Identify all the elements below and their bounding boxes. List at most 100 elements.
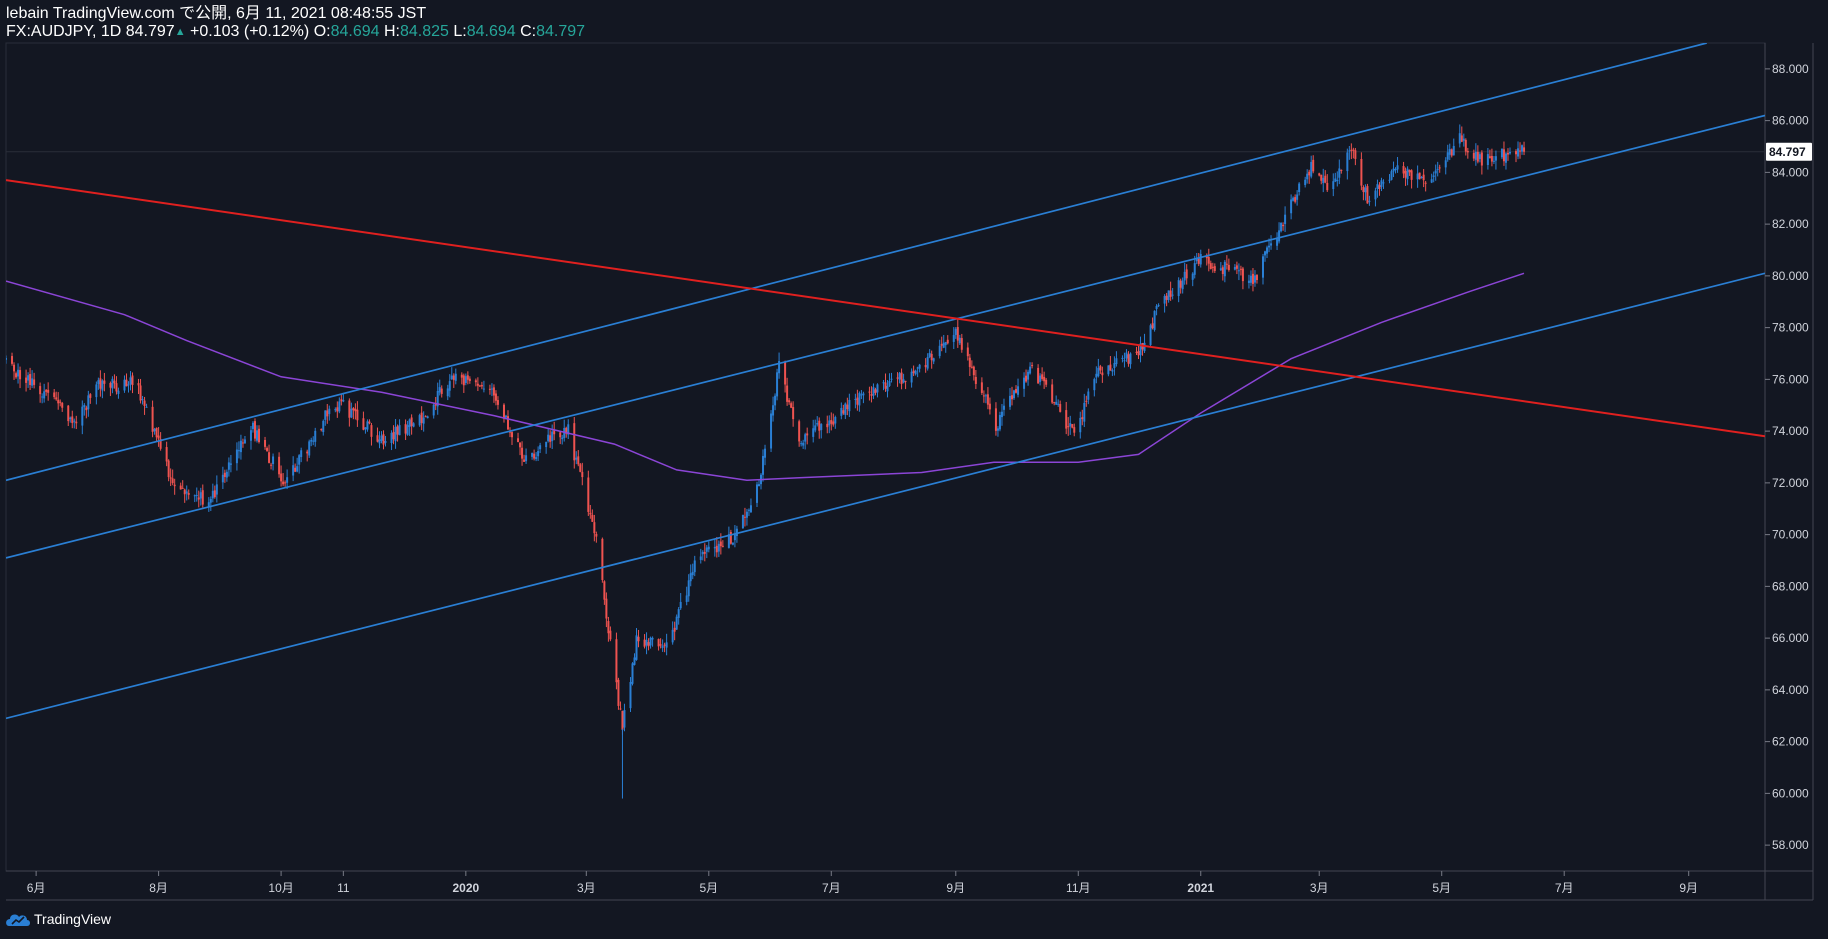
price-tick-label: 60.000 — [1772, 786, 1809, 800]
candle-body — [1249, 275, 1252, 283]
candle-body — [812, 428, 815, 437]
footer-brand: TradingView — [34, 911, 112, 927]
candle-body — [1227, 264, 1230, 270]
close-value: 84.797 — [536, 23, 586, 40]
candle-body — [1139, 343, 1142, 356]
candle-body — [595, 533, 598, 537]
candle-body — [900, 372, 903, 385]
candle-body — [988, 403, 991, 410]
candle-body — [384, 441, 387, 443]
candle-body — [1458, 133, 1461, 144]
candle-body — [159, 439, 162, 449]
candle-body — [83, 405, 86, 408]
candle-body — [1280, 222, 1283, 232]
candle-body — [103, 380, 106, 384]
candle-body — [350, 408, 353, 418]
candle-body — [1324, 175, 1327, 183]
candle-body — [854, 398, 857, 400]
candle-body — [1247, 280, 1250, 283]
candle-body — [1069, 423, 1072, 427]
candle-body — [930, 353, 933, 361]
candle-body — [434, 403, 437, 406]
candle-body — [334, 409, 337, 411]
candle-body — [605, 598, 608, 619]
candle-body — [687, 580, 690, 597]
price-tick-label: 70.000 — [1772, 528, 1809, 542]
candle-body — [802, 442, 805, 446]
candle-body — [502, 404, 505, 419]
candle-body — [1523, 147, 1526, 152]
candle-body — [81, 406, 84, 426]
candle-body — [1255, 275, 1258, 281]
candle-body — [715, 545, 718, 553]
candle-body — [916, 367, 919, 369]
candle-body — [733, 533, 736, 541]
price-tick-label: 64.000 — [1772, 683, 1809, 697]
candle-body — [199, 492, 202, 499]
candle-body — [1430, 179, 1433, 183]
candle-body — [1466, 151, 1469, 153]
candle-body — [364, 427, 367, 430]
candle-body — [984, 395, 987, 397]
candle-body — [165, 447, 168, 462]
candle-body — [294, 467, 297, 472]
candle-body — [6, 358, 7, 360]
candle-body — [272, 456, 275, 464]
candle-body — [952, 335, 955, 342]
candle-body — [573, 423, 576, 461]
candle-body — [1452, 145, 1455, 156]
candle-body — [1434, 170, 1437, 174]
candle-body — [452, 375, 455, 380]
candle-body — [137, 383, 140, 386]
candle-body — [1264, 251, 1267, 256]
candle-body — [1298, 183, 1301, 193]
candle-body — [167, 460, 170, 478]
candle-body — [1085, 400, 1088, 402]
candle-body — [1336, 180, 1339, 182]
candle-body — [816, 423, 819, 425]
blue-trendline — [6, 114, 1765, 559]
candle-body — [1346, 152, 1349, 172]
candle-body — [1318, 173, 1321, 176]
candle-body — [904, 380, 907, 382]
low-label: L: — [453, 23, 467, 40]
candle-body — [181, 487, 184, 489]
candle-body — [727, 534, 730, 548]
candle-body — [1350, 149, 1353, 151]
candle-body — [902, 379, 905, 383]
candle-body — [657, 639, 660, 647]
candle-body — [1334, 178, 1337, 182]
candle-body — [1031, 365, 1034, 367]
candle-body — [462, 375, 465, 386]
candle-body — [1125, 352, 1128, 359]
candle-body — [1450, 149, 1453, 156]
candle-body — [396, 426, 399, 435]
candle-body — [422, 417, 425, 424]
candle-body — [649, 637, 652, 646]
candle-body — [661, 645, 664, 648]
candle-body — [1067, 426, 1070, 428]
candle-body — [926, 357, 929, 369]
candle-body — [886, 385, 889, 392]
candle-body — [511, 432, 514, 438]
candle-body — [663, 644, 666, 646]
candle-body — [1462, 138, 1465, 141]
candle-body — [193, 495, 196, 497]
candle-body — [1023, 377, 1026, 389]
candle-body — [1071, 424, 1074, 428]
candle-body — [1290, 199, 1293, 214]
candle-body — [1476, 151, 1479, 162]
publish-line: lebain TradingView.com で公開, 6月 11, 2021 … — [6, 5, 427, 22]
candle-body — [270, 464, 273, 466]
candle-body — [537, 451, 540, 457]
candle-body — [539, 445, 542, 450]
candle-body — [940, 343, 943, 346]
candle-body — [1436, 168, 1439, 170]
blue-trendline — [6, 272, 1765, 720]
candle-body — [1087, 391, 1090, 400]
candle-body — [1083, 402, 1086, 422]
candle-body — [1448, 149, 1451, 155]
candle-body — [418, 415, 421, 426]
last-price-label: 84.797 — [1769, 145, 1806, 159]
